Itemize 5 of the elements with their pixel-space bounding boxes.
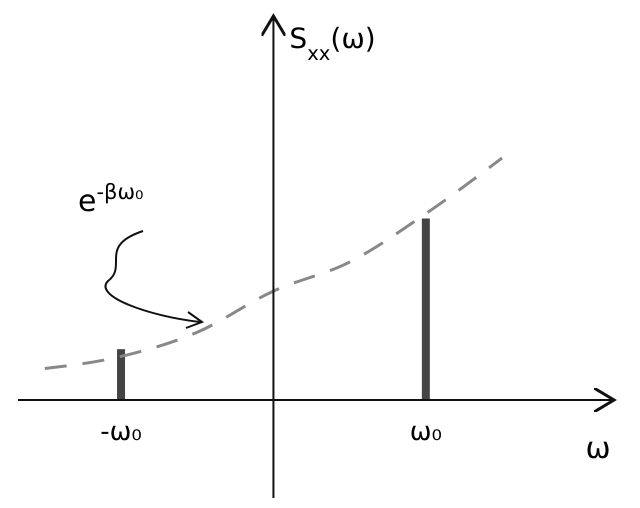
- annotation: e$^{-βω₀}$: [78, 180, 144, 219]
- x-tick-label: -ω₀: [100, 417, 142, 447]
- x-axis-title: ω: [585, 431, 611, 466]
- y-axis-title: S$_{xx}$(ω): [289, 22, 376, 64]
- x-tick-label: ω₀: [410, 417, 442, 447]
